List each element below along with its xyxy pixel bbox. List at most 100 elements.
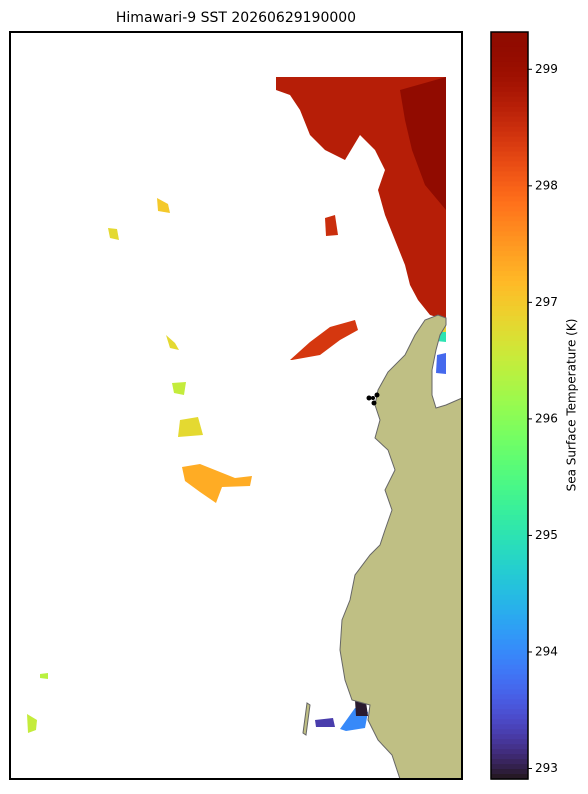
colorbar-swatch <box>491 166 528 173</box>
colorbar-swatch <box>491 684 528 690</box>
colorbar-swatch <box>491 300 528 307</box>
colorbar-tick-label: 299 <box>535 62 558 76</box>
colorbar-tick-label: 295 <box>535 528 558 542</box>
colorbar-swatch <box>491 295 528 302</box>
colorbar-swatch <box>491 156 528 163</box>
colorbar-swatch <box>491 659 528 666</box>
colorbar-swatch <box>491 739 528 745</box>
colorbar-swatch <box>491 251 528 257</box>
colorbar-swatch <box>491 525 528 531</box>
colorbar-swatch <box>491 355 528 362</box>
colorbar-swatch <box>491 375 528 382</box>
colorbar-tick-label: 293 <box>535 761 558 775</box>
colorbar-swatch <box>491 674 528 680</box>
colorbar-swatch <box>491 480 528 486</box>
sst-region <box>436 353 446 374</box>
colorbar-swatch <box>491 629 528 636</box>
land <box>339 314 463 780</box>
colorbar-swatch <box>491 475 528 481</box>
colorbar-swatch <box>491 669 528 676</box>
colorbar-swatch <box>491 460 528 466</box>
colorbar-swatch <box>491 435 528 441</box>
colorbar-swatch <box>491 589 528 596</box>
colorbar-swatch <box>491 290 528 297</box>
colorbar-label: Sea Surface Temperature (K) <box>565 319 579 492</box>
colorbar-swatch <box>491 744 528 750</box>
colorbar-swatch <box>491 445 528 451</box>
colorbar-swatch <box>491 574 528 581</box>
island <box>302 702 311 736</box>
colorbar-swatch <box>491 370 528 377</box>
colorbar-swatch <box>491 131 528 138</box>
sst-region <box>172 382 186 395</box>
colorbar-swatch <box>491 236 528 242</box>
colorbar-swatch <box>491 201 528 207</box>
colorbar-swatch <box>491 310 528 317</box>
colorbar-swatch <box>491 440 528 446</box>
colorbar-swatch <box>491 544 528 551</box>
colorbar-swatch <box>491 400 528 407</box>
colorbar-swatch <box>491 709 528 715</box>
colorbar-swatch <box>491 101 528 108</box>
colorbar-swatch <box>491 191 528 197</box>
colorbar-swatch <box>491 196 528 202</box>
colorbar-swatch <box>491 520 528 526</box>
colorbar-swatch <box>491 584 528 591</box>
colorbar-swatch <box>491 365 528 372</box>
colorbar-swatch <box>491 455 528 461</box>
colorbar-swatch <box>491 261 528 267</box>
colorbar-swatch <box>491 734 528 740</box>
colorbar-swatch <box>491 56 528 63</box>
sst-layer <box>27 77 446 733</box>
colorbar-swatch <box>491 719 528 725</box>
sst-region <box>325 215 338 236</box>
map-frame <box>9 31 463 780</box>
sst-region <box>290 320 358 360</box>
colorbar-swatch <box>491 111 528 118</box>
colorbar-swatch <box>491 325 528 332</box>
colorbar-swatch <box>491 500 528 506</box>
colorbar-swatch <box>491 749 528 755</box>
colorbar-swatch <box>491 330 528 337</box>
colorbar-swatch <box>491 639 528 646</box>
colorbar-swatch <box>491 345 528 352</box>
colorbar-swatch <box>491 66 528 73</box>
colorbar-swatch <box>491 664 528 671</box>
colorbar-swatch <box>491 81 528 88</box>
colorbar-swatch <box>491 430 528 436</box>
colorbar-swatch <box>491 510 528 516</box>
colorbar-swatch <box>491 266 528 272</box>
sst-region <box>157 198 170 213</box>
colorbar-swatch <box>491 216 528 222</box>
colorbar-swatch <box>491 769 528 775</box>
colorbar-swatch <box>491 559 528 566</box>
colorbar-swatch <box>491 754 528 760</box>
colorbar-swatch <box>491 764 528 770</box>
colorbar-swatch <box>491 405 528 412</box>
sst-region <box>315 718 335 727</box>
colorbar-swatch <box>491 320 528 327</box>
colorbar-swatch <box>491 579 528 586</box>
colorbar-swatch <box>491 729 528 735</box>
colorbar-tick-label: 296 <box>535 411 558 425</box>
colorbar-swatch <box>491 86 528 93</box>
colorbar-tick-label: 298 <box>535 178 558 192</box>
colorbar-swatch <box>491 390 528 397</box>
colorbar-swatch <box>491 774 528 780</box>
colorbar-swatch <box>491 146 528 153</box>
colorbar-swatch <box>491 569 528 576</box>
colorbar-frame <box>490 31 529 780</box>
colorbar-swatch <box>491 121 528 128</box>
sst-region <box>178 417 203 437</box>
colorbar-swatch <box>491 714 528 720</box>
colorbar-swatch <box>491 694 528 700</box>
colorbar-swatch <box>491 470 528 476</box>
colorbar-swatch <box>491 276 528 282</box>
colorbar-swatch <box>491 689 528 695</box>
colorbar-swatch <box>491 305 528 312</box>
colorbar-swatch <box>491 654 528 661</box>
colorbar-swatch <box>491 71 528 78</box>
colorbar-swatch <box>491 490 528 496</box>
colorbar-swatch <box>491 385 528 392</box>
